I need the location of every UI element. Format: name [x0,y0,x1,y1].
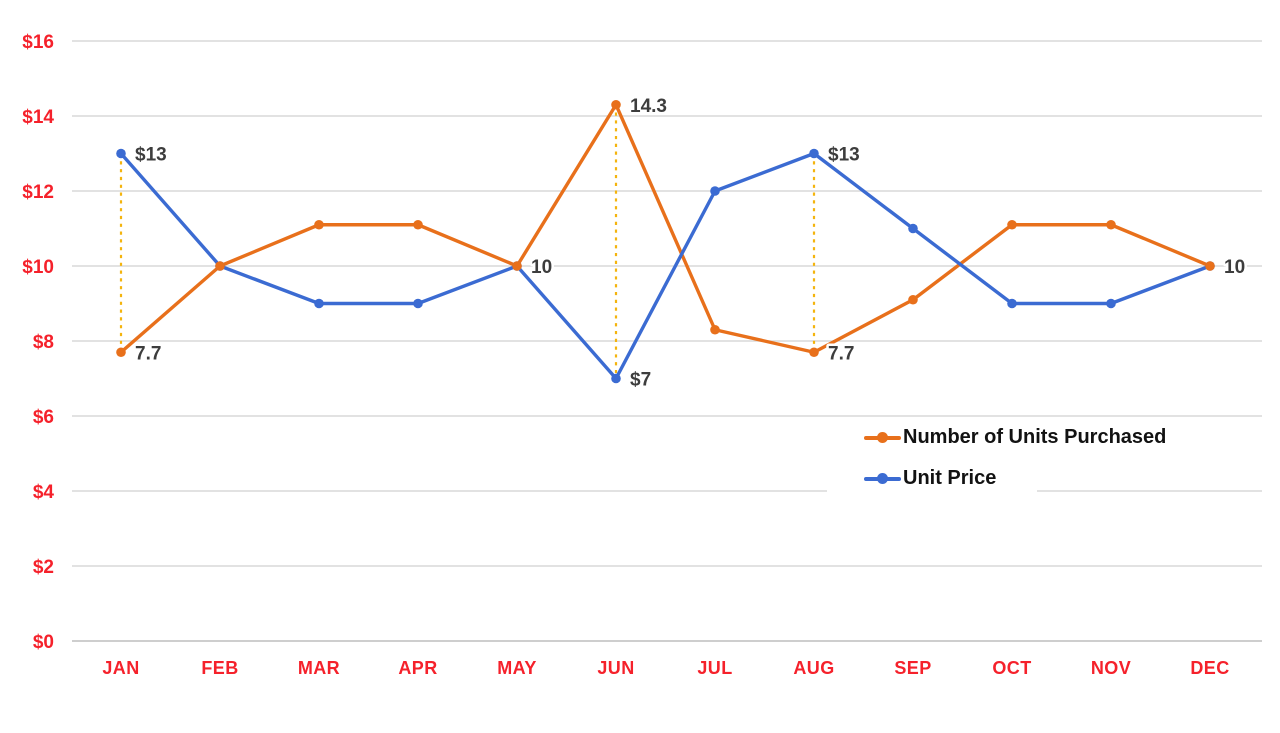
data-point-marker [413,219,423,230]
legend-marker-dot [877,432,888,443]
data-point-marker [908,294,918,305]
legend-swatch-units-purchased [864,432,901,443]
y-axis-label: $12 [22,182,54,203]
chart-legend: Number of Units Purchased Unit Price [827,417,1166,499]
x-axis-label: NOV [1091,658,1131,678]
data-point-marker [809,347,819,358]
y-axis-label: $2 [33,557,54,578]
y-axis-label: $10 [22,257,54,278]
x-axis-label: MAY [497,658,537,678]
data-point-marker [314,298,324,309]
data-point-marker [1007,219,1017,230]
x-axis-label: MAR [298,658,340,678]
series-line-units-purchased [119,103,1212,354]
data-point-marker [116,148,126,159]
data-point-marker [809,148,819,159]
legend-marker-dot [877,473,888,484]
data-label: $13 [135,145,167,166]
data-label: 10 [1224,257,1245,278]
x-axis-label: JUL [697,658,732,678]
data-point-marker [1106,298,1116,309]
data-label: 10 [531,257,552,278]
x-axis-label: DEC [1190,658,1229,678]
data-point-marker [215,261,225,271]
data-label: 7.7 [135,343,161,364]
data-point-marker [710,186,720,196]
x-axis-label: JUN [597,658,634,678]
data-point-marker [314,219,324,230]
legend-item-units-purchased: Number of Units Purchased [827,417,1166,458]
data-point-marker [116,347,126,358]
legend-item-unit-price: Unit Price [827,458,1037,499]
data-point-marker [611,373,621,384]
legend-label-units-purchased: Number of Units Purchased [903,426,1167,448]
y-axis-label: $8 [33,332,54,353]
y-axis-label: $14 [22,107,54,128]
x-axis-label: OCT [992,658,1031,678]
data-point-marker [611,99,621,110]
data-label: 14.3 [630,96,667,117]
data-label: 7.7 [828,343,854,364]
data-point-marker [1205,261,1215,271]
legend-swatch-unit-price [864,473,901,484]
legend-label-unit-price: Unit Price [903,467,997,489]
data-label: $13 [828,145,860,166]
y-axis-label: $4 [33,482,55,503]
data-point-marker [1106,219,1116,230]
data-point-marker [908,223,918,234]
data-label: $7 [630,370,651,391]
series-line-unit-price [119,151,1212,381]
x-axis-label: APR [398,658,437,678]
x-axis-label: FEB [201,658,238,678]
x-axis-label: SEP [894,658,931,678]
y-axis-label: $0 [33,632,54,653]
y-axis-label: $6 [33,407,54,428]
data-point-marker [512,261,522,271]
data-point-marker [1007,298,1017,309]
data-point-marker [710,324,720,335]
x-axis-label: JAN [102,658,139,678]
y-axis-label: $16 [22,32,54,53]
data-point-marker [413,298,423,309]
x-axis-label: AUG [793,658,834,678]
